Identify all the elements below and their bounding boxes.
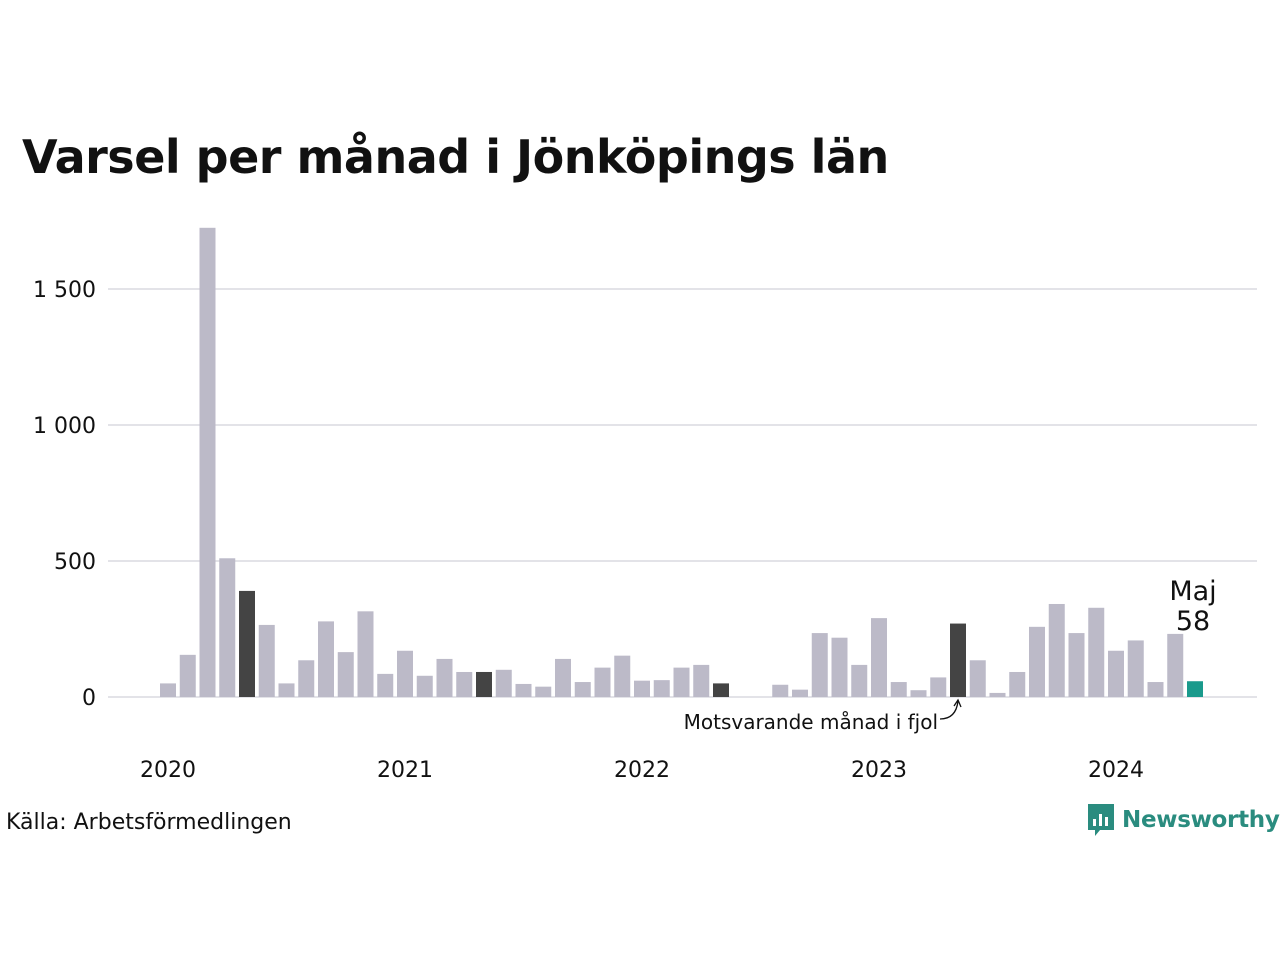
x-tick-label: 2023 xyxy=(851,758,907,783)
bar-same-month xyxy=(950,623,966,697)
y-tick-label: 1 500 xyxy=(33,278,96,303)
bar xyxy=(1127,640,1144,697)
bar xyxy=(614,655,631,697)
bar xyxy=(1048,603,1065,697)
bar xyxy=(1167,633,1184,697)
grid-lines xyxy=(108,288,1257,698)
bar xyxy=(377,673,394,697)
bar xyxy=(1009,671,1026,697)
bar xyxy=(495,669,512,697)
x-tick-label: 2020 xyxy=(140,758,196,783)
chart-title: Varsel per månad i Jönköpings län xyxy=(22,130,889,184)
bar xyxy=(811,633,828,697)
bar xyxy=(634,680,650,697)
bar xyxy=(179,654,196,697)
bar xyxy=(515,683,532,697)
bar xyxy=(1108,650,1124,697)
bar xyxy=(318,621,334,697)
current-month-label: Maj xyxy=(1169,576,1216,607)
bar xyxy=(693,664,710,697)
bar xyxy=(258,624,275,697)
y-tick-label: 500 xyxy=(54,550,96,575)
bar-same-month xyxy=(476,671,492,697)
bar xyxy=(594,667,611,697)
y-tick-label: 1 000 xyxy=(33,414,96,439)
source-note: Källa: Arbetsförmedlingen xyxy=(6,810,292,835)
bar xyxy=(219,558,236,697)
x-tick-label: 2024 xyxy=(1088,758,1144,783)
bar xyxy=(792,689,808,697)
bar xyxy=(1068,633,1085,697)
x-tick-label: 2022 xyxy=(614,758,670,783)
bar xyxy=(653,680,670,697)
bar xyxy=(890,682,907,697)
bar xyxy=(910,690,927,697)
bar xyxy=(298,660,315,697)
bar xyxy=(574,682,591,697)
bar xyxy=(357,611,374,697)
bar xyxy=(851,664,868,697)
bar xyxy=(337,652,354,697)
bar xyxy=(555,658,571,697)
bar xyxy=(772,684,789,697)
bar xyxy=(930,677,947,697)
bar-same-month xyxy=(713,683,729,697)
bar xyxy=(199,227,216,698)
bar xyxy=(456,671,473,697)
bar xyxy=(831,637,848,697)
bar xyxy=(1147,682,1164,697)
bars xyxy=(160,227,1203,698)
bar xyxy=(1029,626,1045,697)
y-tick-label: 0 xyxy=(82,686,96,711)
bar xyxy=(278,683,295,697)
annotation-arrow xyxy=(939,700,959,720)
bar xyxy=(160,683,176,697)
y-axis-ticks: 0 500 1 000 1 500 xyxy=(33,278,96,711)
bar xyxy=(416,675,433,697)
brand-name: Newsworthy xyxy=(1122,807,1280,833)
x-axis-ticks: 2020 2021 2022 2023 2024 xyxy=(140,758,1144,783)
bar xyxy=(989,692,1006,697)
bar xyxy=(969,660,986,697)
bar xyxy=(1088,607,1105,697)
x-tick-label: 2021 xyxy=(377,758,433,783)
bar xyxy=(871,618,887,697)
bar-current-month xyxy=(1187,681,1203,697)
annotation-arrowhead xyxy=(953,698,962,708)
bar xyxy=(397,650,413,697)
bar xyxy=(535,686,552,697)
annotation-text: Motsvarande månad i fjol xyxy=(684,710,938,734)
current-value-label: 58 xyxy=(1176,606,1210,637)
newsworthy-logo-icon xyxy=(1088,804,1114,836)
bar xyxy=(673,667,690,697)
newsworthy-logo: Newsworthy xyxy=(1086,802,1280,838)
bar-same-month xyxy=(239,590,255,697)
bar xyxy=(436,658,453,697)
